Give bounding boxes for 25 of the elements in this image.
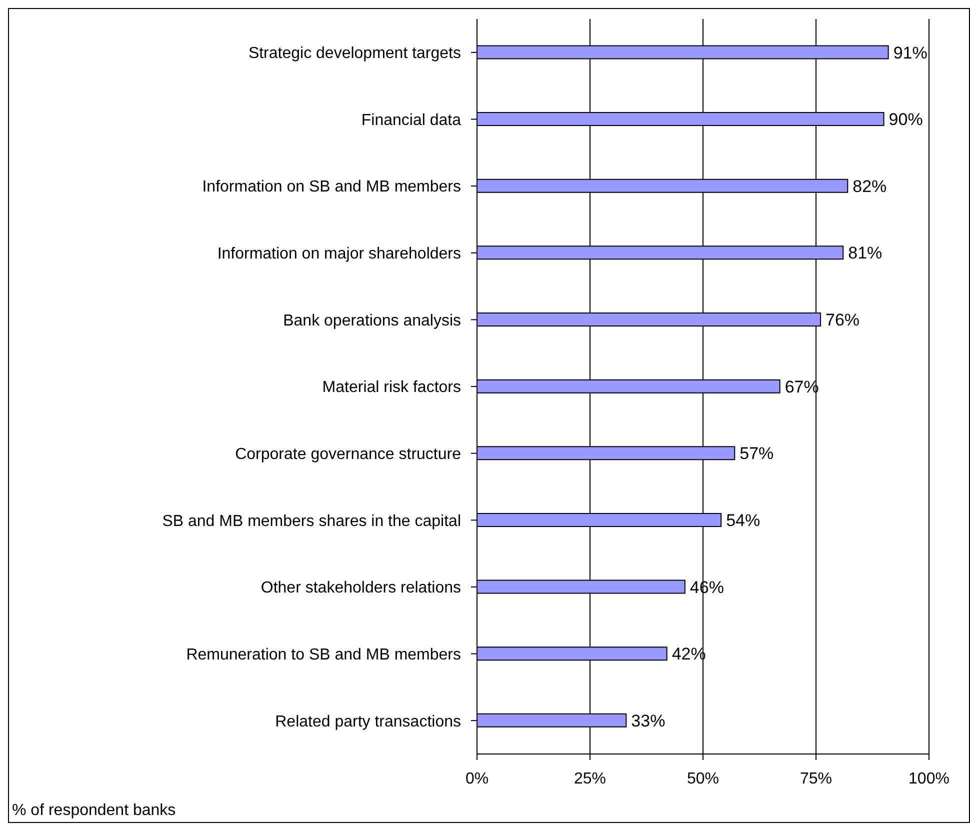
- y-tick-label: SB and MB members shares in the capital: [162, 512, 461, 530]
- y-tick-label: Information on major shareholders: [217, 246, 461, 263]
- x-axis-title: % of respondent banks: [12, 802, 176, 820]
- data-label: 76%: [826, 310, 860, 330]
- data-label: 54%: [726, 510, 760, 530]
- x-tick-label: 100%: [908, 770, 950, 788]
- y-tick-label: Related party transactions: [275, 713, 461, 730]
- y-tick-label: Strategic development targets: [248, 45, 461, 62]
- x-tick-label: 50%: [686, 770, 720, 788]
- y-tick-label: Corporate governance structure: [235, 446, 462, 463]
- data-label: 82%: [852, 176, 887, 196]
- data-label: 57%: [740, 444, 774, 464]
- data-label: 90%: [888, 110, 923, 130]
- y-tick-label: Information on SB and MB members: [202, 178, 461, 196]
- y-tick-label: Financial data: [361, 112, 462, 129]
- y-tick-label: Material risk factors: [322, 379, 461, 396]
- y-tick-label: Bank operations analysis: [283, 312, 461, 330]
- data-label: 91%: [893, 43, 928, 62]
- y-tick-label: Remuneration to SB and MB members: [186, 646, 461, 664]
- y-tick-label: Other stakeholders relations: [260, 580, 461, 597]
- data-label: 33%: [631, 711, 666, 730]
- x-tick-label: 25%: [574, 770, 606, 788]
- data-label: 81%: [848, 244, 882, 263]
- x-tick-label: 75%: [800, 770, 832, 788]
- x-tick-label: 0%: [465, 770, 489, 788]
